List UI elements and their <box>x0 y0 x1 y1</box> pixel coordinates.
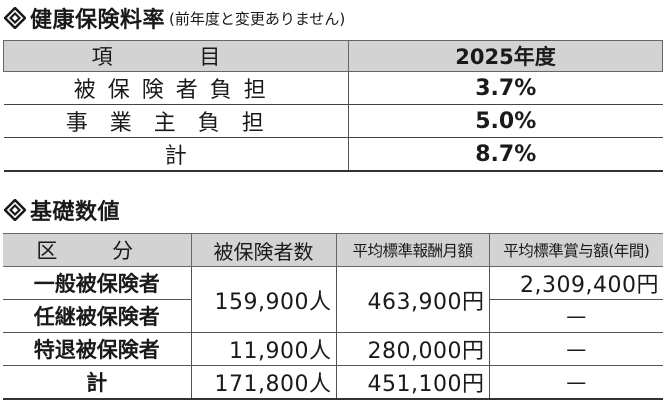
table-header-row: 項 目 2025年度 <box>3 40 663 72</box>
header-insured-count: 被保険者数 <box>190 233 337 267</box>
table-row: 一般被保険者 159,900人 463,900円 2,309,400円 <box>3 266 663 333</box>
cell-annual-bonus: — <box>488 365 663 400</box>
row-label: 計 <box>3 365 192 400</box>
table-row: 任継被保険者 — <box>3 299 663 333</box>
row-label: 任継被保険者 <box>3 299 192 333</box>
row-label: 事業主負担 <box>3 104 349 138</box>
diamond-arrows-icon <box>4 7 26 29</box>
table-row-total: 計 8.7% <box>3 137 663 172</box>
header-annual-bonus: 平均標準賞与額(年間) <box>488 233 663 267</box>
cell-annual-bonus: — <box>488 299 663 333</box>
cell-insured-count: 159,900人 <box>190 266 337 333</box>
cell-annual-bonus: 2,309,400円 <box>488 266 663 300</box>
cell-monthly-remuneration: 280,000円 <box>335 332 490 366</box>
premium-rate-table: 項 目 2025年度 被保険者負担 3.7% 事業主負担 5.0% 計 8.7% <box>3 40 663 172</box>
header-item: 項 目 <box>3 40 349 72</box>
header-category: 区 分 <box>3 233 192 267</box>
cell-insured-count: 11,900人 <box>190 332 337 366</box>
table-row-total: 計 171,800人 451,100円 — <box>3 365 663 400</box>
cell-monthly-remuneration: 451,100円 <box>335 365 490 400</box>
section-heading-premium-rate: 健康保険料率 (前年度と変更ありません) <box>4 4 346 33</box>
section-title: 健康保険料率 <box>30 8 166 33</box>
header-monthly-remuneration: 平均標準報酬月額 <box>335 233 490 267</box>
row-label: 被保険者負担 <box>3 71 349 105</box>
basic-figures-table: 区 分 被保険者数 平均標準報酬月額 平均標準賞与額(年間) 一般被保険者 15… <box>3 233 663 400</box>
section-heading-basic-figures: 基礎数値 <box>4 196 121 225</box>
cell-insured-count: 171,800人 <box>190 365 337 400</box>
table-row: 事業主負担 5.0% <box>3 104 663 138</box>
table-header-row: 区 分 被保険者数 平均標準報酬月額 平均標準賞与額(年間) <box>3 233 663 267</box>
cell-annual-bonus: — <box>488 332 663 366</box>
cell-monthly-remuneration: 463,900円 <box>335 266 490 333</box>
row-label: 計 <box>3 137 349 172</box>
row-label: 特退被保険者 <box>3 332 192 366</box>
row-label: 一般被保険者 <box>3 266 192 300</box>
header-year: 2025年度 <box>348 40 663 72</box>
row-value: 5.0% <box>348 104 663 138</box>
table-row: 特退被保険者 11,900人 280,000円 — <box>3 332 663 366</box>
table-row: 被保険者負担 3.7% <box>3 71 663 105</box>
row-value: 8.7% <box>348 137 663 172</box>
row-value: 3.7% <box>348 71 663 105</box>
section-note: (前年度と変更ありません) <box>169 9 346 28</box>
diamond-arrows-icon <box>4 199 26 221</box>
section-title: 基礎数値 <box>30 200 121 225</box>
